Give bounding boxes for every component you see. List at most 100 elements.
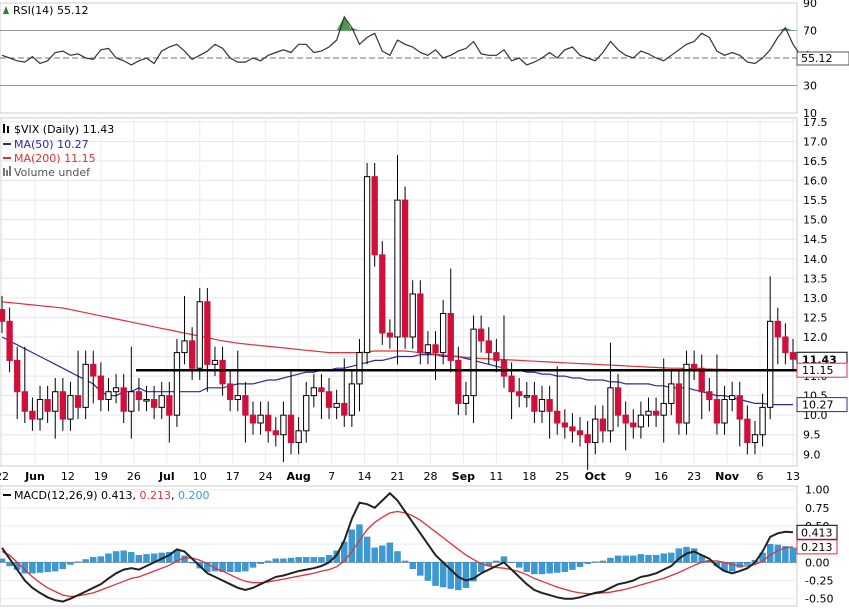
candle-body: [424, 344, 432, 354]
macd-histogram-bar: [599, 560, 607, 563]
x-axis-label: Aug: [287, 470, 311, 483]
macd-histogram-bar: [82, 559, 89, 563]
candle-body: [211, 359, 219, 365]
rsi-current-value-box: [796, 51, 849, 66]
candle-body: [325, 391, 333, 408]
x-axis-label: 26: [127, 470, 141, 483]
macd-histogram-bar: [690, 548, 698, 563]
rsi-line: [1, 15, 809, 66]
support-line-label: 11.15: [802, 364, 834, 377]
macd-histogram-bar: [310, 557, 318, 563]
macd-histogram-bar: [265, 560, 272, 563]
candle-body: [318, 387, 325, 393]
macd-histogram-bar: [493, 560, 500, 563]
macd-histogram-bar: [554, 562, 561, 573]
macd-histogram-bar: [120, 550, 127, 563]
candle-body: [409, 293, 416, 338]
x-axis-label: 14: [358, 470, 372, 483]
price-y-tick: 12.0: [803, 331, 828, 344]
price-y-tick: 16.5: [803, 155, 828, 168]
candle-body: [272, 430, 279, 436]
candle-body: [333, 402, 340, 408]
candle-body: [401, 199, 409, 338]
macd-histogram-bar: [782, 546, 789, 563]
price-y-tick: 14.5: [803, 233, 828, 246]
price-y-tick: 9.5: [803, 429, 821, 442]
macd-histogram-bar: [660, 553, 667, 563]
rsi-legend-icon: [3, 6, 9, 14]
candle-body: [166, 395, 173, 416]
candle-body: [668, 383, 675, 404]
candle-body: [538, 399, 546, 412]
macd-histogram-bar: [576, 562, 584, 567]
candle-body: [683, 363, 690, 424]
macd-histogram-bar: [348, 529, 356, 563]
macd-histogram-bar: [728, 562, 736, 572]
ma50-swatch: [3, 143, 11, 145]
candle-body: [265, 414, 272, 432]
macd-value: 0.413: [101, 489, 133, 502]
macd-histogram-bar: [736, 562, 743, 568]
candle-body: [690, 363, 698, 369]
macd-histogram-bar: [52, 562, 59, 572]
candle-body: [74, 395, 82, 408]
x-axis-label: Jul: [158, 470, 175, 483]
candle-body: [706, 391, 713, 401]
price-y-tick: 13.5: [803, 272, 828, 285]
candle-body: [204, 301, 211, 365]
macd-histogram-bar: [356, 524, 363, 563]
x-axis-label: Jun: [24, 470, 45, 483]
macd-histogram-bar: [257, 562, 264, 564]
candle-body: [622, 414, 629, 424]
macd-histogram-bar: [523, 562, 530, 572]
rsi-y-tick: 70: [803, 25, 817, 38]
signal-current-label: 0.213: [801, 541, 833, 554]
macd-legend-swatch: [3, 494, 11, 496]
candle-body: [341, 402, 348, 416]
x-axis-label: 23: [687, 470, 701, 483]
price-y-tick: 17.0: [803, 135, 828, 148]
macd-histogram-bar: [90, 557, 97, 563]
candle-body: [439, 313, 447, 354]
macd-histogram-bar: [173, 550, 181, 563]
candle-body: [660, 402, 667, 416]
macd-histogram-bar: [105, 553, 112, 563]
rsi-current-value: 55.12: [801, 52, 833, 65]
x-axis-label: Nov: [715, 470, 740, 483]
macd-histogram-bar: [333, 550, 340, 563]
macd-histogram-bar: [21, 562, 29, 574]
candle-body: [21, 391, 28, 412]
price-y-tick: 10.0: [803, 409, 828, 422]
macd-histogram-bar: [538, 562, 546, 575]
candle-body: [728, 395, 736, 401]
x-axis-label: 9: [625, 470, 632, 483]
candle-body: [759, 406, 766, 436]
macd-histogram-bar: [424, 562, 432, 581]
candle-body: [584, 434, 591, 444]
candle-body: [90, 363, 97, 377]
macd-histogram-bar: [614, 555, 622, 563]
candle-body: [485, 340, 492, 354]
candle-body: [6, 320, 13, 361]
macd-histogram-bar: [584, 562, 591, 564]
macd-legend: MACD(12,26,9) 0.413, 0.213, 0.200: [3, 489, 210, 502]
candle-body: [713, 399, 721, 424]
x-axis-label: 10: [193, 470, 207, 483]
candle-body: [280, 414, 287, 436]
candle-body: [234, 395, 241, 401]
x-axis-label: 28: [423, 470, 437, 483]
candle-body: [249, 414, 257, 424]
rsi-legend-text: RSI(14) 55.12: [13, 4, 88, 17]
price-y-tick: 9.0: [803, 448, 821, 461]
candle-body: [744, 418, 751, 444]
macd-histogram-bar: [546, 562, 553, 574]
macd-histogram-bar: [409, 562, 416, 570]
macd-histogram-bar: [652, 554, 660, 563]
macd-histogram-bar: [303, 557, 310, 563]
candle-body: [675, 383, 683, 424]
volume-legend: Volume undef: [14, 166, 91, 179]
macd-y-tick: 0.00: [805, 556, 830, 569]
candle-body: [470, 328, 477, 397]
candle-body: [736, 395, 743, 420]
macd-histogram-bar: [379, 545, 386, 563]
